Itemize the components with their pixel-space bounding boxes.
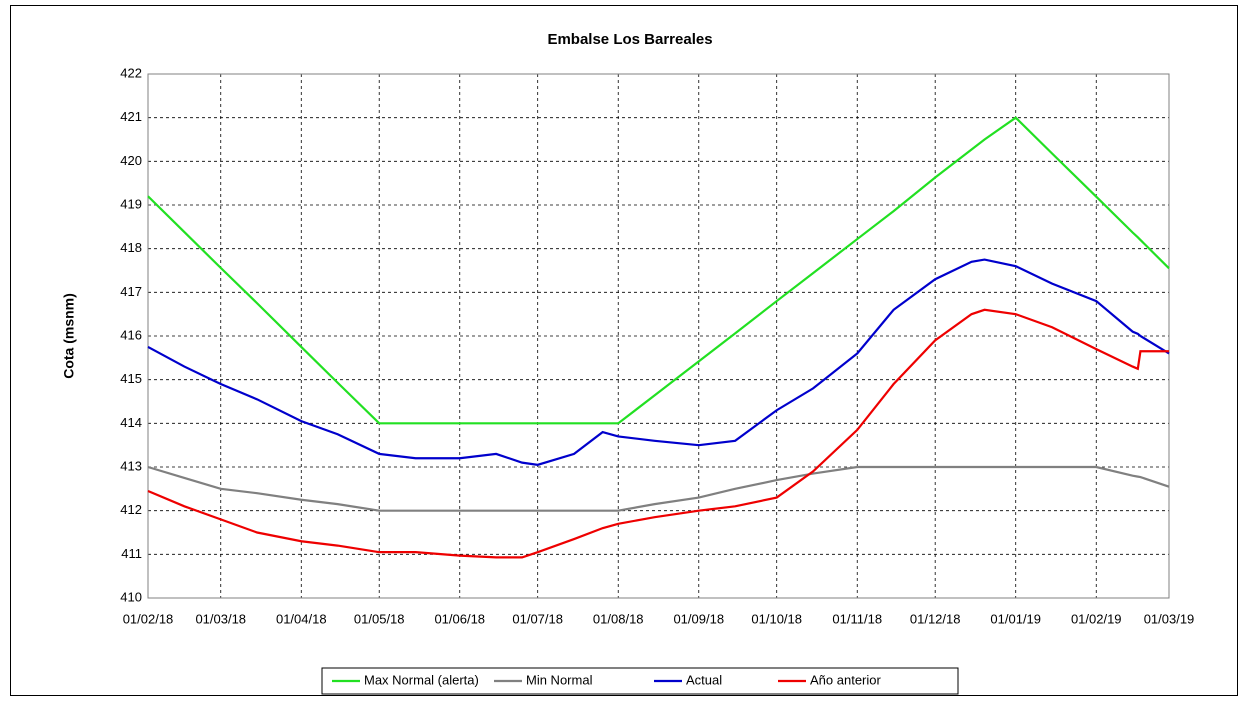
series-line <box>147 116 1170 425</box>
x-tick-label: 01/03/18 <box>195 611 246 626</box>
x-tick-label: 01/03/19 <box>1144 611 1195 626</box>
y-tick-label: 417 <box>120 284 142 299</box>
series-line <box>147 465 1170 512</box>
y-tick-label: 419 <box>120 196 142 211</box>
x-tick-label: 01/08/18 <box>593 611 644 626</box>
plot-border <box>147 73 1170 599</box>
x-tick-label: 01/09/18 <box>673 611 724 626</box>
y-tick-label: 410 <box>120 589 142 604</box>
y-tick-label: 414 <box>120 415 142 430</box>
legend-box <box>321 667 959 695</box>
x-tick-label: 01/11/18 <box>832 611 882 626</box>
legend-label: Año anterior <box>810 672 881 687</box>
x-tick-label: 01/10/18 <box>751 611 802 626</box>
legend-label: Max Normal (alerta) <box>364 672 479 687</box>
legend-label: Actual <box>686 672 722 687</box>
x-tick-label: 01/02/19 <box>1071 611 1122 626</box>
series-line <box>147 308 1169 559</box>
x-tick-label: 01/05/18 <box>354 611 405 626</box>
y-tick-label: 412 <box>120 502 142 517</box>
x-tick-label: 01/01/19 <box>990 611 1041 626</box>
x-tick-label: 01/04/18 <box>276 611 327 626</box>
legend-label: Min Normal <box>526 672 593 687</box>
series-line <box>147 258 1170 466</box>
x-tick-label: 01/06/18 <box>434 611 485 626</box>
y-tick-label: 422 <box>120 65 142 80</box>
y-tick-label: 418 <box>120 240 142 255</box>
y-tick-label: 411 <box>121 546 142 561</box>
y-tick-label: 416 <box>120 327 142 342</box>
x-tick-label: 01/02/18 <box>123 611 174 626</box>
x-tick-label: 01/07/18 <box>512 611 563 626</box>
y-tick-label: 415 <box>120 371 142 386</box>
x-tick-label: 01/12/18 <box>910 611 961 626</box>
y-tick-label: 421 <box>120 109 142 124</box>
chart-border <box>10 5 1238 696</box>
y-tick-label: 420 <box>120 153 142 168</box>
y-tick-label: 413 <box>120 458 142 473</box>
chart-title: Embalse Los Barreales <box>547 31 712 48</box>
y-axis-label: Cota (msnm) <box>61 293 77 379</box>
